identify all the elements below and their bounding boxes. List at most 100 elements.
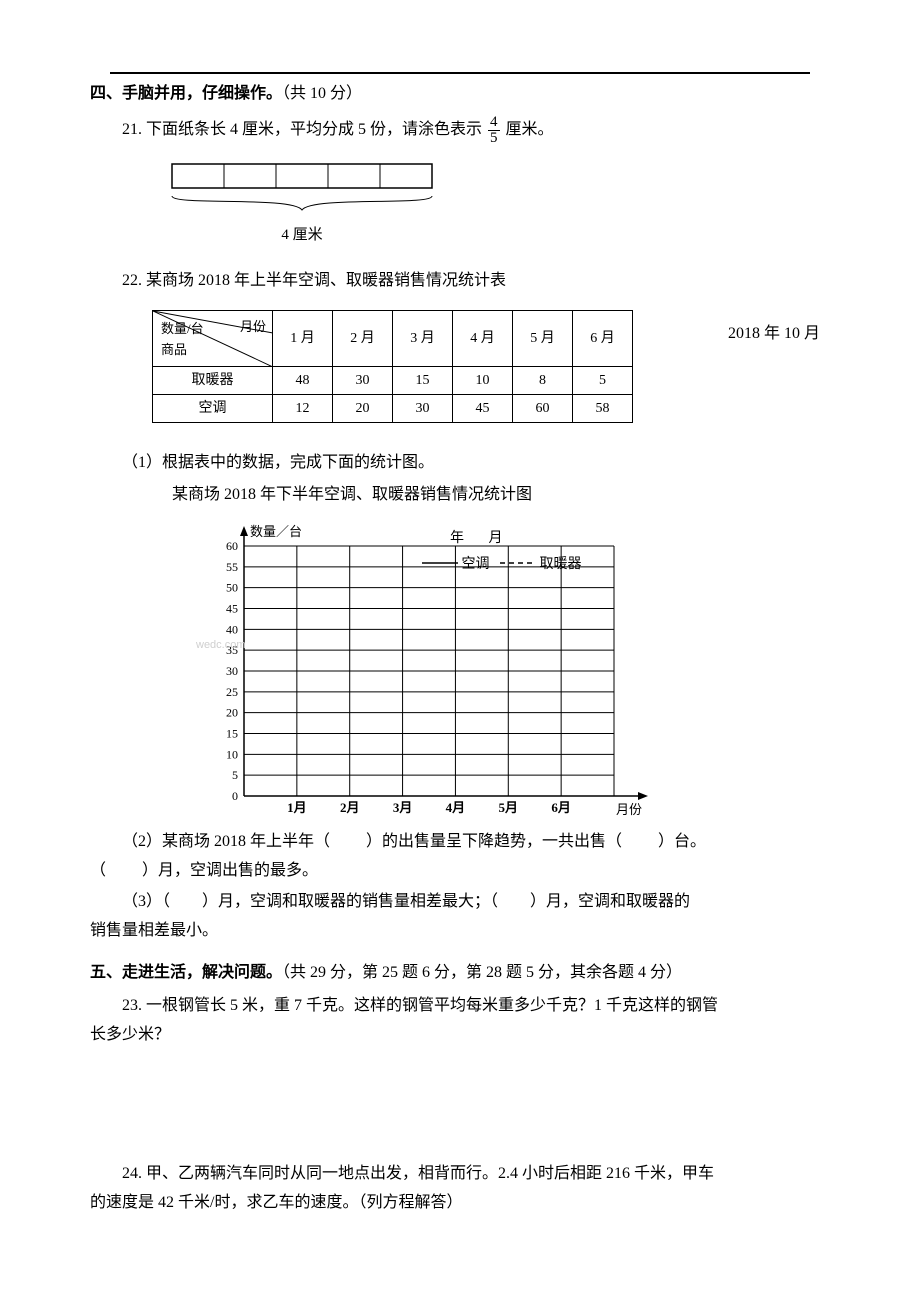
blank (502, 888, 526, 917)
row2-label: 空调 (153, 394, 273, 422)
legend-solid-line (422, 558, 458, 568)
table-row-ac: 空调 12 20 30 45 60 58 (153, 394, 633, 422)
r1c6: 5 (573, 366, 633, 394)
row1-label: 取暖器 (153, 366, 273, 394)
svg-text:2月: 2月 (340, 800, 360, 815)
q24-line2: 的速度是 42 千米/时，求乙车的速度。（列方程解答） (90, 1189, 830, 1218)
fraction-4-5: 4 5 (488, 115, 500, 146)
header-qty: 数量/台 (161, 317, 204, 340)
r1c3: 15 (393, 366, 453, 394)
svg-text:15: 15 (226, 727, 238, 741)
table-header-row: 月份 数量/台 商品 1 月 2 月 3 月 4 月 5 月 6 月 (153, 310, 633, 366)
r2c6: 58 (573, 394, 633, 422)
blank (174, 888, 198, 917)
q22-title: 某商场 2018 年上半年空调、取暖器销售情况统计表 (146, 272, 506, 289)
svg-text:3月: 3月 (393, 800, 413, 815)
legend-solid-label: 空调 (462, 557, 490, 572)
sub2-l2-a: （ (90, 862, 106, 879)
q21-num: 21. (122, 121, 142, 138)
svg-text:40: 40 (226, 623, 238, 637)
sub2-c: ）台。 (658, 833, 706, 850)
fraction-numerator: 4 (488, 115, 500, 131)
r1c1: 48 (273, 366, 333, 394)
r2c5: 60 (513, 394, 573, 422)
r2c4: 45 (453, 394, 513, 422)
legend-year-blank (422, 526, 450, 551)
section5-heading: 五、走进生活，解决问题。 (90, 964, 282, 981)
chart-title: 某商场 2018 年下半年空调、取暖器销售情况统计图 (172, 481, 830, 510)
month-2: 2 月 (333, 310, 393, 366)
r1c2: 30 (333, 366, 393, 394)
month-3: 3 月 (393, 310, 453, 366)
month-5: 5 月 (513, 310, 573, 366)
svg-text:45: 45 (226, 602, 238, 616)
svg-text:月份: 月份 (616, 802, 642, 817)
chart-wrap: 年 月 空调 取暖器 wedc.com 数量／台月份05101520253035… (194, 516, 830, 826)
legend-year: 年 (450, 531, 464, 546)
q24: 24. 甲、乙两辆汽车同时从同一地点出发，相背而行。2.4 小时后相距 216 … (122, 1160, 830, 1189)
section5-heading-line: 五、走进生活，解决问题。（共 29 分，第 25 题 6 分，第 28 题 5 … (90, 959, 830, 988)
r2c2: 20 (333, 394, 393, 422)
q22-sub2: （2）某商场 2018 年上半年（ ）的出售量呈下降趋势，一共出售（ ）台。 (122, 828, 830, 857)
header-product: 商品 (161, 338, 187, 361)
q24-num: 24. (122, 1165, 142, 1182)
q21-suffix: 厘米。 (506, 121, 554, 138)
blank (626, 828, 654, 857)
r2c1: 12 (273, 394, 333, 422)
sales-table: 月份 数量/台 商品 1 月 2 月 3 月 4 月 5 月 6 月 取暖器 4… (152, 310, 633, 423)
q23-text: 一根钢管长 5 米，重 7 千克。这样的钢管平均每米重多少千克？1 千克这样的钢… (146, 997, 718, 1014)
q23-num: 23. (122, 997, 142, 1014)
blank (334, 828, 362, 857)
svg-text:6月: 6月 (551, 800, 571, 815)
sub3-b: ）月，空调和取暖器的销售量相差最大；（ (202, 893, 498, 910)
month-4: 4 月 (453, 310, 513, 366)
q22-sub3: （3）（ ）月，空调和取暖器的销售量相差最大；（ ）月，空调和取暖器的 (122, 888, 830, 917)
header-month: 月份 (240, 315, 266, 338)
q22-num: 22. (122, 272, 142, 289)
table-row-heater: 取暖器 48 30 15 10 8 5 (153, 366, 633, 394)
section4-heading-line: 四、手脑并用，仔细操作。（共 10 分） (90, 80, 830, 109)
strip-svg (152, 162, 452, 218)
svg-text:5: 5 (232, 768, 238, 782)
q22-sub2-line2: （ ）月，空调出售的最多。 (90, 857, 830, 886)
q21-prefix: 下面纸条长 4 厘米，平均分成 5 份，请涂色表示 (146, 121, 486, 138)
legend-dash-label: 取暖器 (540, 557, 582, 572)
section5-points: （共 29 分，第 25 题 6 分，第 28 题 5 分，其余各题 4 分） (282, 964, 682, 981)
header-diagonal-cell: 月份 数量/台 商品 (153, 310, 273, 366)
svg-text:20: 20 (226, 706, 238, 720)
svg-text:1月: 1月 (287, 800, 307, 815)
fraction-denominator: 5 (488, 131, 500, 146)
svg-text:50: 50 (226, 581, 238, 595)
svg-text:60: 60 (226, 539, 238, 553)
svg-text:30: 30 (226, 664, 238, 678)
sub2-b: ）的出售量呈下降趋势，一共出售（ (366, 833, 622, 850)
sub2-a: （2）某商场 2018 年上半年（ (122, 833, 330, 850)
r2c3: 30 (393, 394, 453, 422)
svg-text:25: 25 (226, 685, 238, 699)
sub3-c: ）月，空调和取暖器的 (530, 893, 690, 910)
month-1: 1 月 (273, 310, 333, 366)
sub2-l2-b: ）月，空调出售的最多。 (142, 862, 318, 879)
strip-figure: 4 厘米 (152, 162, 452, 249)
q24-text: 甲、乙两辆汽车同时从同一地点出发，相背而行。2.4 小时后相距 216 千米，甲… (146, 1165, 714, 1182)
section4-heading: 四、手脑并用，仔细操作。 (90, 85, 282, 102)
table-date: 2018 年 10 月 (728, 320, 820, 349)
q22-sub1: （1）根据表中的数据，完成下面的统计图。 (122, 449, 830, 478)
svg-text:0: 0 (232, 789, 238, 803)
legend-month-blank (468, 526, 489, 551)
svg-text:10: 10 (226, 748, 238, 762)
chart-legend: 年 月 空调 取暖器 (422, 526, 582, 577)
q22-title-line: 22. 某商场 2018 年上半年空调、取暖器销售情况统计表 (122, 267, 830, 296)
q23: 23. 一根钢管长 5 米，重 7 千克。这样的钢管平均每米重多少千克？1 千克… (122, 992, 830, 1021)
top-rule (110, 72, 810, 74)
month-6: 6 月 (573, 310, 633, 366)
sub3-a: （3）（ (122, 893, 170, 910)
legend-dash-line (500, 558, 536, 568)
legend-month: 月 (489, 531, 503, 546)
q21-text: 21. 下面纸条长 4 厘米，平均分成 5 份，请涂色表示 4 5 厘米。 (122, 115, 830, 146)
r1c5: 8 (513, 366, 573, 394)
svg-text:4月: 4月 (446, 800, 466, 815)
blank (110, 857, 138, 886)
watermark: wedc.com (196, 636, 246, 656)
svg-text:55: 55 (226, 560, 238, 574)
